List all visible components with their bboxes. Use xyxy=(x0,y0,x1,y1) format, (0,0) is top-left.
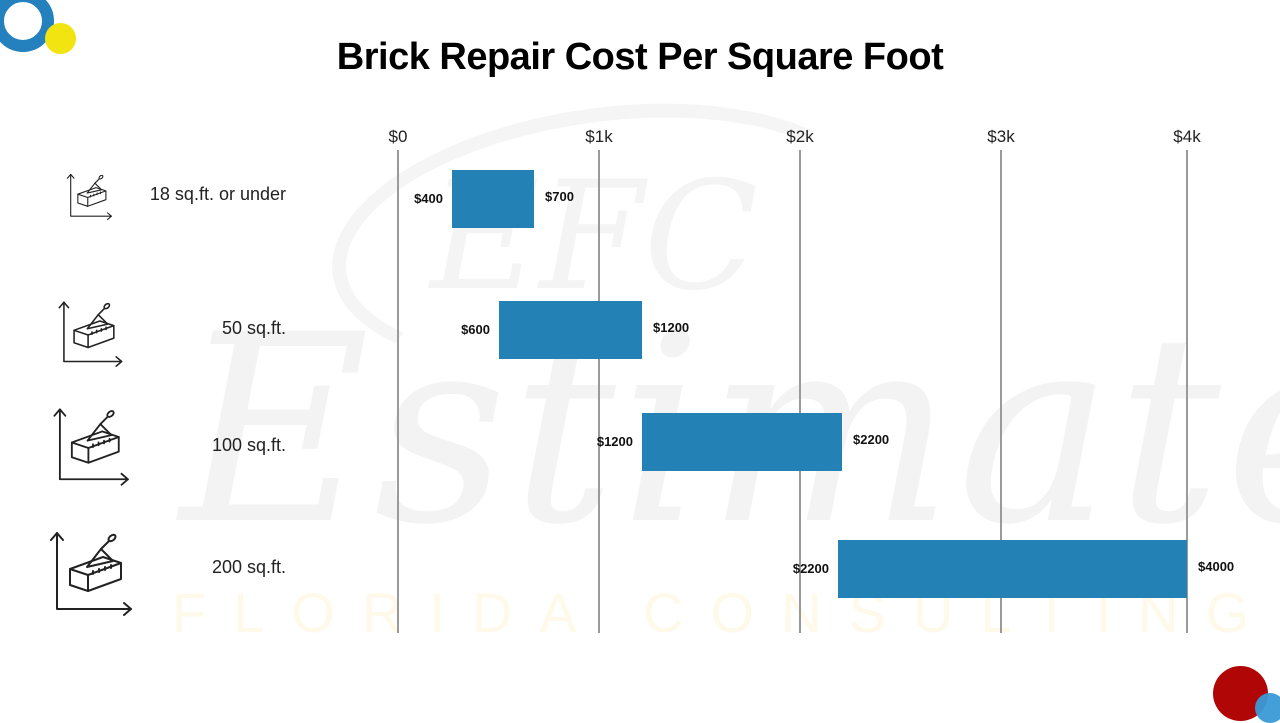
gridline xyxy=(598,150,600,633)
range-bar xyxy=(499,301,642,359)
x-tick-label: $1k xyxy=(585,127,613,146)
range-bar xyxy=(452,170,534,228)
low-value-label: $600 xyxy=(461,322,490,337)
range-bar xyxy=(642,413,842,471)
x-tick-label: $3k xyxy=(987,127,1015,146)
brick-chart-icon xyxy=(47,402,130,492)
gridline xyxy=(1000,150,1002,633)
high-value-label: $4000 xyxy=(1198,559,1235,574)
corner-blue-circle xyxy=(1255,693,1280,723)
low-value-label: $400 xyxy=(414,191,443,206)
low-value-label: $1200 xyxy=(596,434,633,449)
row-label: 100 sq.ft. xyxy=(211,435,286,455)
range-bar xyxy=(838,540,1187,598)
row-label: 200 sq.ft. xyxy=(211,557,286,577)
row-label: 50 sq.ft. xyxy=(221,318,286,338)
chart-title: Brick Repair Cost Per Square Foot xyxy=(336,36,944,78)
gridline xyxy=(799,150,801,633)
x-tick-label: $2k xyxy=(786,127,814,146)
x-tick-label: $4k xyxy=(1173,127,1201,146)
brick-chart-icon xyxy=(43,525,133,622)
row-label: 18 sq.ft. or under xyxy=(149,184,286,204)
high-value-label: $700 xyxy=(545,189,574,204)
brick-chart-icon xyxy=(63,170,113,226)
logo-dot xyxy=(45,23,76,54)
high-value-label: $1200 xyxy=(653,320,690,335)
high-value-label: $2200 xyxy=(853,432,890,447)
low-value-label: $2200 xyxy=(792,561,829,576)
brick-chart-icon xyxy=(53,296,123,373)
gridline xyxy=(397,150,399,633)
x-tick-label: $0 xyxy=(388,127,408,146)
gridline xyxy=(1186,150,1188,633)
